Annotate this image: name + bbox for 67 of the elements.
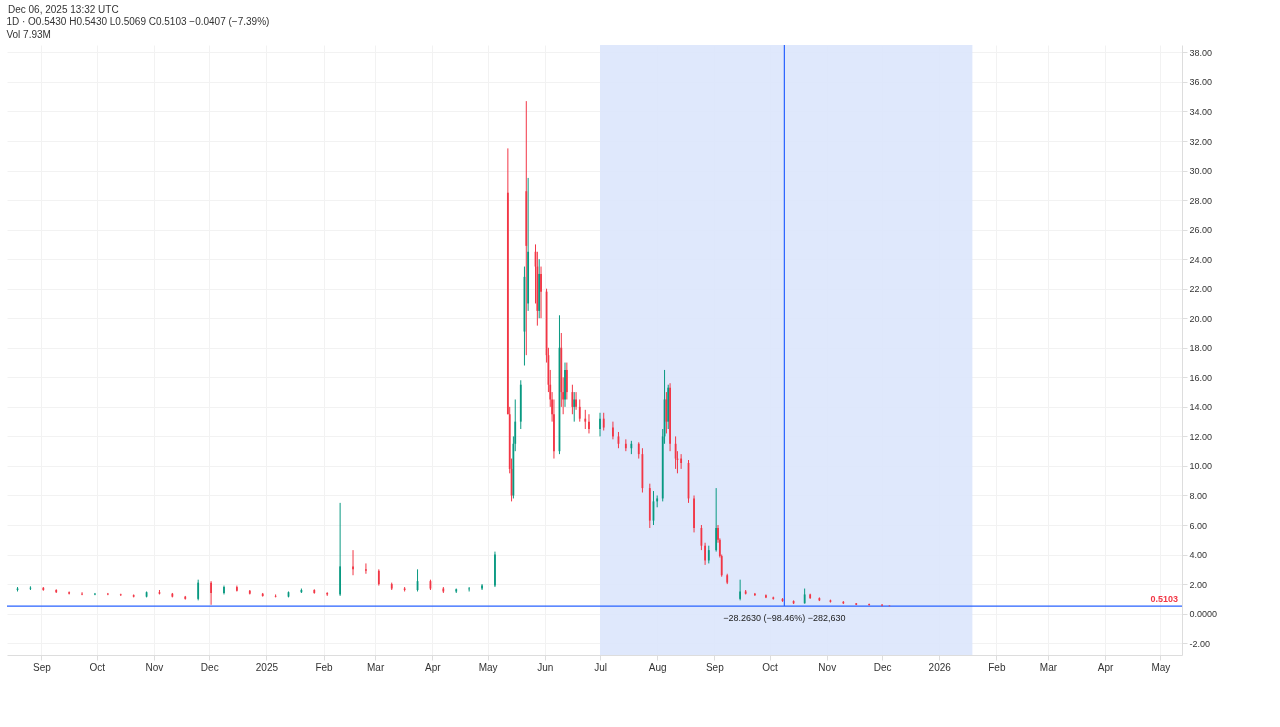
x-tick-label: Feb <box>315 661 334 673</box>
x-tick-label: Sep <box>705 661 725 673</box>
candlestick <box>235 585 238 592</box>
candlestick <box>765 593 767 599</box>
x-tick-label: 2025 <box>255 661 279 673</box>
x-tick-label: Mar <box>1039 661 1058 673</box>
candlestick <box>197 579 200 601</box>
x-tick-label: Feb <box>988 661 1006 673</box>
y-tick-label: 4.00 <box>1189 550 1208 561</box>
y-tick-label: 16.00 <box>1189 372 1213 383</box>
y-tick-label: 26.00 <box>1189 225 1213 236</box>
candlestick <box>339 502 342 597</box>
x-tick-label: Jul <box>594 661 607 673</box>
chart-subtitle: Vol 7.93M <box>6 29 51 41</box>
y-tick-label: 8.00 <box>1189 490 1208 501</box>
candlestick <box>223 585 225 595</box>
candlestick <box>365 562 367 575</box>
candlestick <box>210 580 212 606</box>
y-tick-label: 14.00 <box>1189 402 1213 413</box>
y-tick-label: 28.00 <box>1189 195 1213 206</box>
candlestick <box>680 453 683 470</box>
chart-title: 1D · O0.5430 H0.5430 L0.5069 C0.5103 −0.0407 (−7.39%) <box>6 16 270 28</box>
x-tick-label: Nov <box>818 661 837 673</box>
candlestick <box>481 583 483 591</box>
x-tick-label: May <box>478 661 498 673</box>
candlestick <box>881 603 883 607</box>
ref-line-label: 0.5103 <box>1150 594 1178 605</box>
x-tick-label: Jun <box>537 661 554 673</box>
candlestick <box>588 413 590 434</box>
y-tick-label: 0.0000 <box>1189 609 1218 620</box>
x-tick-label: Sep <box>33 661 52 673</box>
x-tick-label: Nov <box>145 661 164 673</box>
y-tick-label: 12.00 <box>1189 431 1213 442</box>
candlestick <box>739 579 742 601</box>
y-tick-label: 22.00 <box>1189 284 1213 295</box>
text: Dec 06, 2025 13:32 UTC <box>7 3 120 15</box>
y-tick-label: 36.00 <box>1189 77 1213 88</box>
y-tick-label: 34.00 <box>1189 106 1213 117</box>
candlestick <box>494 551 496 588</box>
y-tick-label: 18.00 <box>1189 343 1213 354</box>
y-tick-label: 20.00 <box>1189 313 1213 324</box>
annotation: −28.2630 (−98.46%) −282,630 <box>723 613 846 624</box>
y-tick-label: 30.00 <box>1189 166 1213 177</box>
candlestick <box>352 549 354 576</box>
x-tick-label: Dec <box>200 661 219 673</box>
y-tick-label: 38.00 <box>1189 47 1213 58</box>
x-tick-label: May <box>1151 661 1171 673</box>
candlestick <box>693 494 695 533</box>
y-tick-label: 24.00 <box>1189 254 1213 265</box>
candlestick <box>599 412 601 437</box>
x-tick-label: 2026 <box>928 661 952 673</box>
candlestick <box>578 398 581 423</box>
y-tick-label: -2.00 <box>1189 638 1211 649</box>
y-tick-label: 10.00 <box>1189 461 1213 472</box>
x-tick-label: Oct <box>89 661 106 673</box>
x-tick-label: Aug <box>648 661 667 673</box>
y-tick-label: 2.00 <box>1189 579 1208 590</box>
x-tick-label: Mar <box>367 661 385 673</box>
y-tick-label: 6.00 <box>1189 520 1208 531</box>
candlestick <box>704 542 706 566</box>
x-tick-label: Apr <box>425 661 442 673</box>
candlestick <box>612 421 614 440</box>
y-tick-label: 32.00 <box>1189 136 1213 147</box>
candlestick <box>584 409 587 430</box>
x-tick-label: Oct <box>762 661 779 673</box>
x-tick-label: Apr <box>1097 661 1115 673</box>
x-tick-label: Dec <box>873 661 892 673</box>
